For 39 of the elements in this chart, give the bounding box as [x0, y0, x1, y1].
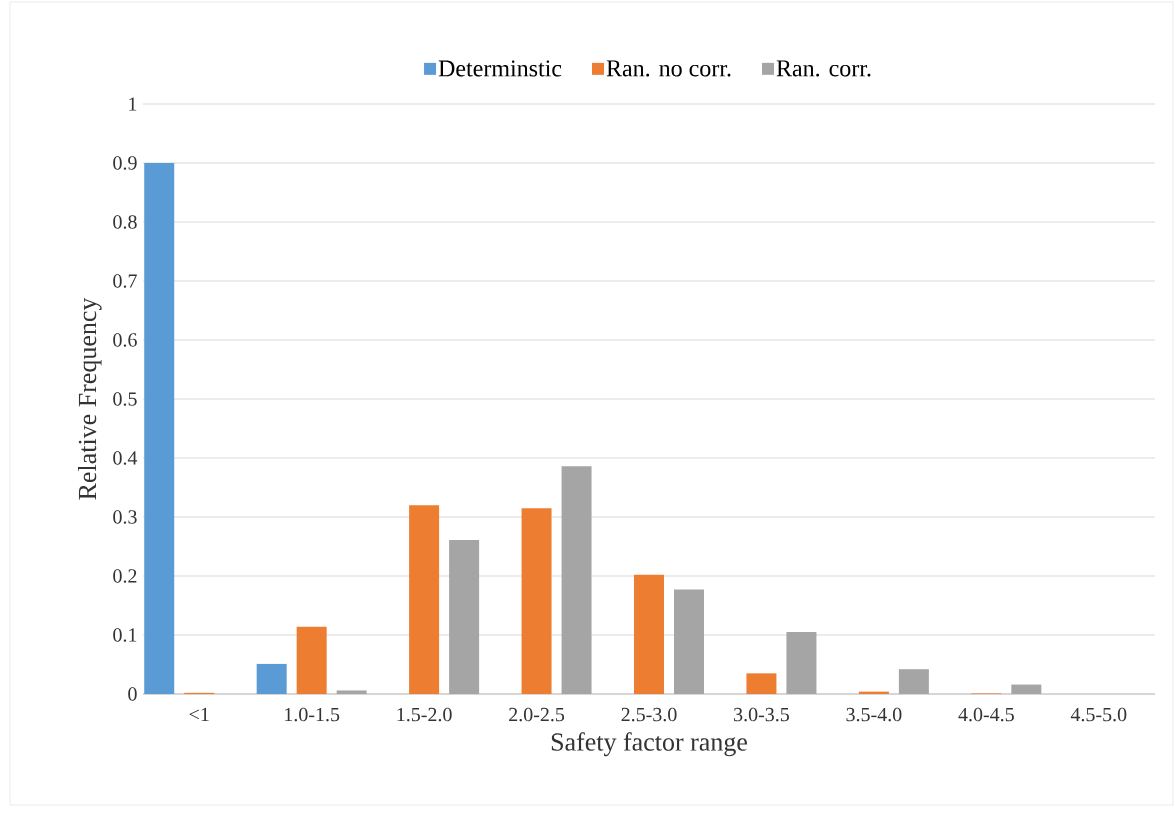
y-tick-label: 0: [128, 687, 137, 701]
y-tick-label: 0.3: [113, 510, 137, 524]
x-axis-title: Safety factor range: [551, 732, 747, 757]
bar: [296, 626, 327, 694]
bar: [746, 673, 777, 694]
y-tick-label: 0.9: [113, 156, 137, 170]
legend-label: Determinstic: [438, 60, 562, 77]
bar: [674, 589, 704, 694]
y-tick-label: 0.7: [113, 274, 137, 288]
bar: [1011, 684, 1042, 694]
y-tick-label: 0.1: [113, 628, 137, 642]
bar: [786, 632, 817, 694]
bar: [561, 466, 592, 694]
y-tick-label: 0.4: [113, 451, 138, 465]
x-tick-label: 3.5-4.0: [846, 707, 902, 722]
y-axis-title: Relative Frequency: [77, 297, 102, 500]
y-tick-label: 0.5: [113, 392, 137, 406]
bar: [898, 669, 929, 694]
x-tick-label: 2.0-2.5: [509, 707, 565, 722]
x-tick-label: 1.5-2.0: [397, 707, 452, 722]
bar: [521, 508, 552, 694]
x-tick-label: <1: [189, 707, 209, 721]
x-tick-label: 3.0-3.5: [734, 707, 789, 722]
bar: [449, 540, 480, 694]
bar: [634, 574, 664, 694]
y-tick-label: 0.2: [113, 569, 137, 583]
y-tick-label: 1: [129, 97, 137, 111]
legend-label: Ran. corr.: [776, 60, 871, 77]
bar: [256, 663, 287, 694]
bar: [144, 162, 175, 694]
x-tick-label: 1.0-1.5: [285, 707, 340, 722]
y-tick-label: 0.8: [113, 215, 137, 229]
bar: [336, 690, 367, 694]
x-tick-label: 2.5-3.0: [621, 707, 677, 722]
x-tick-label: 4.5-5.0: [1070, 707, 1127, 722]
y-tick-label: 0.6: [113, 333, 137, 347]
bar: [409, 505, 440, 694]
x-tick-label: 4.0-4.5: [958, 707, 1014, 722]
legend-label: Ran. no corr.: [606, 60, 731, 77]
